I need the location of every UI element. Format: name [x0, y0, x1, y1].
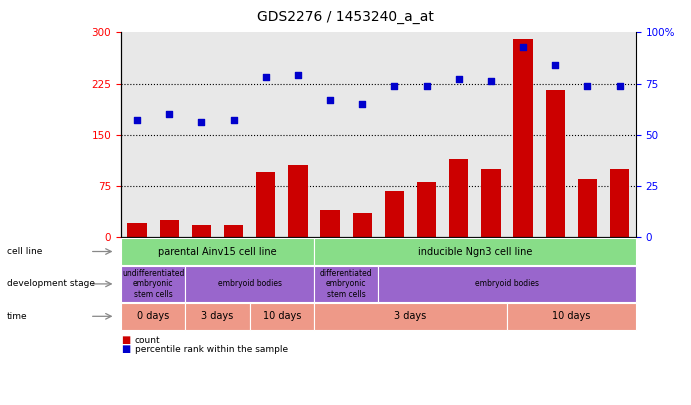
- Point: [421, 82, 432, 89]
- Text: 3 days: 3 days: [395, 311, 426, 321]
- Text: parental Ainv15 cell line: parental Ainv15 cell line: [158, 247, 277, 256]
- Point: [485, 78, 496, 85]
- Text: ■: ■: [121, 344, 130, 354]
- Point: [261, 74, 272, 81]
- Text: 10 days: 10 days: [263, 311, 301, 321]
- Bar: [481, 169, 500, 237]
- Bar: [513, 39, 533, 237]
- Point: [550, 62, 561, 68]
- Text: percentile rank within the sample: percentile rank within the sample: [135, 345, 288, 354]
- Point: [292, 72, 303, 79]
- Point: [196, 119, 207, 126]
- Bar: [546, 90, 565, 237]
- Bar: [224, 225, 243, 237]
- Bar: [578, 179, 597, 237]
- Bar: [610, 169, 630, 237]
- Point: [453, 76, 464, 83]
- Text: 10 days: 10 days: [552, 311, 591, 321]
- Point: [131, 117, 142, 124]
- Bar: [449, 158, 468, 237]
- Point: [325, 97, 336, 103]
- Text: differentiated
embryonic
stem cells: differentiated embryonic stem cells: [320, 269, 372, 299]
- Bar: [127, 223, 146, 237]
- Text: ■: ■: [121, 335, 130, 345]
- Text: embryoid bodies: embryoid bodies: [218, 279, 282, 288]
- Bar: [321, 210, 340, 237]
- Bar: [191, 225, 211, 237]
- Point: [389, 82, 400, 89]
- Text: cell line: cell line: [7, 247, 42, 256]
- Point: [228, 117, 239, 124]
- Bar: [417, 182, 436, 237]
- Point: [582, 82, 593, 89]
- Text: development stage: development stage: [7, 279, 95, 288]
- Text: 0 days: 0 days: [137, 311, 169, 321]
- Bar: [160, 220, 179, 237]
- Text: GDS2276 / 1453240_a_at: GDS2276 / 1453240_a_at: [257, 10, 434, 24]
- Text: 3 days: 3 days: [201, 311, 234, 321]
- Point: [357, 101, 368, 107]
- Point: [518, 43, 529, 50]
- Point: [164, 111, 175, 117]
- Bar: [352, 213, 372, 237]
- Bar: [288, 165, 307, 237]
- Text: inducible Ngn3 cell line: inducible Ngn3 cell line: [417, 247, 532, 256]
- Text: undifferentiated
embryonic
stem cells: undifferentiated embryonic stem cells: [122, 269, 184, 299]
- Point: [614, 82, 625, 89]
- Text: embryoid bodies: embryoid bodies: [475, 279, 539, 288]
- Bar: [256, 172, 275, 237]
- Text: time: time: [7, 312, 28, 321]
- Text: count: count: [135, 336, 160, 345]
- Bar: [385, 191, 404, 237]
